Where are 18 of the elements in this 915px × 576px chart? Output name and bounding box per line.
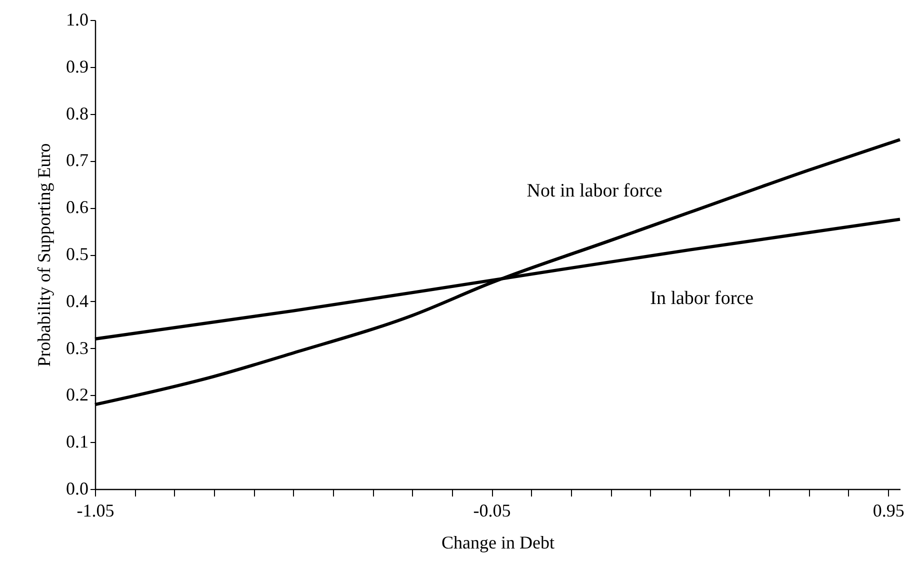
x-tick-label: 0.95 [872, 500, 904, 520]
y-axis-title: Probability of Supporting Euro [34, 143, 54, 367]
y-tick-label: 0.7 [66, 150, 88, 170]
y-tick-label: 0.9 [66, 56, 88, 76]
y-tick-label: 1.0 [66, 10, 88, 30]
y-tick-label: 0.1 [66, 432, 88, 452]
x-axis-title: Change in Debt [442, 532, 554, 552]
y-tick-label: 0.6 [66, 197, 88, 218]
y-tick-label: 0.4 [66, 290, 88, 311]
y-tick-label: 0.0 [66, 478, 88, 498]
series-label: Not in labor force [526, 180, 662, 202]
x-tick-label: -1.05 [76, 500, 114, 520]
y-tick-label: 0.3 [66, 338, 88, 358]
y-tick-label: 0.8 [66, 103, 88, 124]
y-tick-label: 0.2 [66, 384, 88, 405]
x-tick-label: -0.05 [473, 500, 511, 520]
series-label: In labor force [650, 288, 754, 309]
y-tick-label: 0.5 [66, 244, 88, 264]
